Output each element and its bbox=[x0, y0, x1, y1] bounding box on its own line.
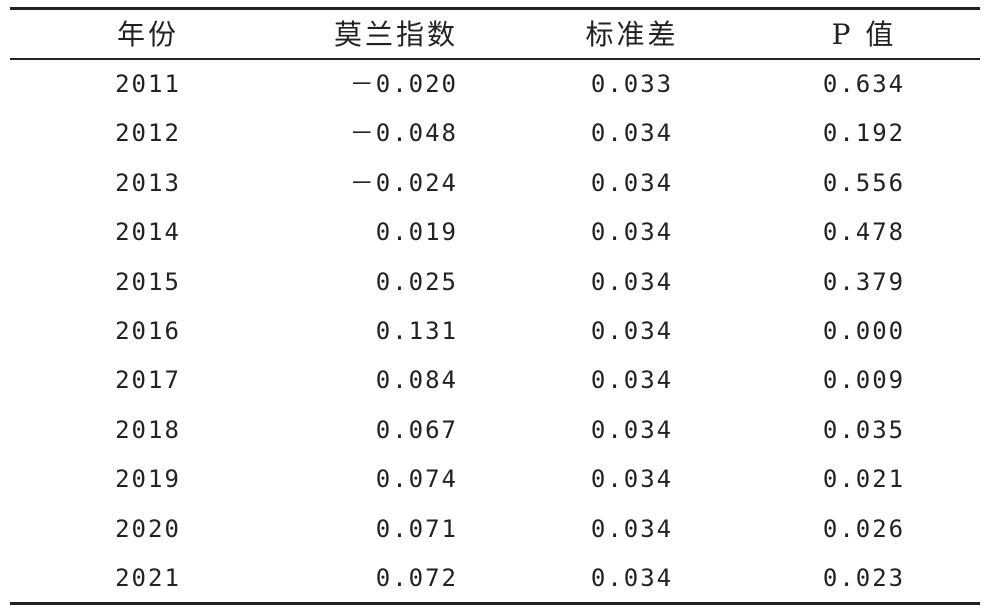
value-cell: 0.034 bbox=[590, 267, 674, 296]
value-cell: 0.000 bbox=[822, 317, 906, 345]
value-cell: 0.634 bbox=[822, 69, 906, 98]
year-cell: 2013 bbox=[115, 168, 181, 197]
header-cell: 莫兰指数 bbox=[333, 18, 458, 51]
value-cell: 0.025 bbox=[375, 267, 458, 296]
header-cell: P 值 bbox=[831, 18, 897, 51]
value-cell: 0.034 bbox=[590, 366, 674, 395]
value-cell: 0.034 bbox=[590, 465, 674, 494]
value-cell: 0.084 bbox=[375, 366, 458, 395]
bottom-rule bbox=[10, 602, 980, 605]
value-cell: 0.034 bbox=[590, 218, 674, 247]
value-cell: －0.020 bbox=[349, 69, 458, 98]
value-cell: 0.034 bbox=[590, 119, 674, 148]
value-cell: 0.478 bbox=[822, 218, 906, 247]
value-cell: 0.034 bbox=[590, 317, 674, 345]
year-cell: 2021 bbox=[115, 564, 181, 593]
year-cell: 2020 bbox=[115, 514, 181, 543]
value-cell: 0.019 bbox=[375, 218, 458, 247]
header-cell: 年份 bbox=[116, 18, 179, 51]
value-cell: 0.033 bbox=[590, 69, 674, 98]
value-cell: 0.009 bbox=[822, 366, 906, 395]
value-cell: 0.379 bbox=[822, 267, 906, 296]
value-cell: 0.021 bbox=[822, 465, 906, 494]
year-cell: 2017 bbox=[115, 366, 181, 395]
value-cell: 0.023 bbox=[822, 564, 906, 593]
header-rule bbox=[10, 58, 980, 60]
year-cell: 2014 bbox=[115, 218, 181, 247]
year-cell: 2012 bbox=[115, 119, 181, 148]
value-cell: 0.035 bbox=[822, 415, 906, 444]
value-cell: 0.131 bbox=[375, 317, 458, 345]
value-cell: －0.048 bbox=[349, 119, 458, 148]
year-cell: 2018 bbox=[115, 415, 181, 444]
value-cell: 0.192 bbox=[822, 119, 906, 148]
top-rule bbox=[10, 7, 980, 10]
header-cell: 标准差 bbox=[585, 18, 679, 51]
value-cell: 0.074 bbox=[375, 465, 458, 494]
year-cell: 2016 bbox=[115, 317, 181, 345]
year-cell: 2019 bbox=[115, 465, 181, 494]
value-cell: 0.072 bbox=[375, 564, 458, 593]
value-cell: －0.024 bbox=[349, 168, 458, 197]
value-cell: 0.034 bbox=[590, 415, 674, 444]
year-cell: 2011 bbox=[115, 69, 181, 98]
value-cell: 0.034 bbox=[590, 564, 674, 593]
value-cell: 0.071 bbox=[375, 514, 458, 543]
value-cell: 0.034 bbox=[590, 168, 674, 197]
year-cell: 2015 bbox=[115, 267, 181, 296]
value-cell: 0.034 bbox=[590, 514, 674, 543]
value-cell: 0.556 bbox=[822, 168, 906, 197]
value-cell: 0.067 bbox=[375, 415, 458, 444]
value-cell: 0.026 bbox=[822, 514, 906, 543]
